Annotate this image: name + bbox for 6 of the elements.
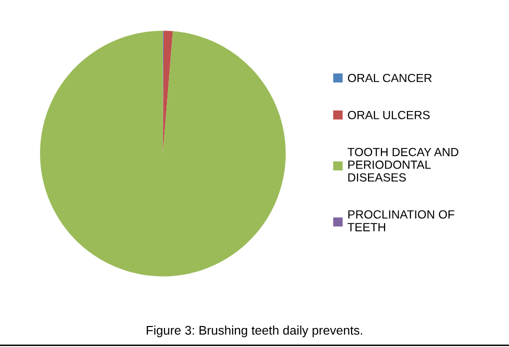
caption: Figure 3: Brushing teeth daily prevents. xyxy=(146,326,362,338)
legend-label: ORAL ULCERS xyxy=(348,110,430,120)
pie-slice xyxy=(40,30,286,276)
legend-label: TOOTH DECAY AND PERIODONTAL DISEASES xyxy=(348,148,458,182)
legend-label: ORAL CANCER xyxy=(348,74,432,82)
legend-label: PROCLINATION OF TEETH xyxy=(348,210,454,232)
